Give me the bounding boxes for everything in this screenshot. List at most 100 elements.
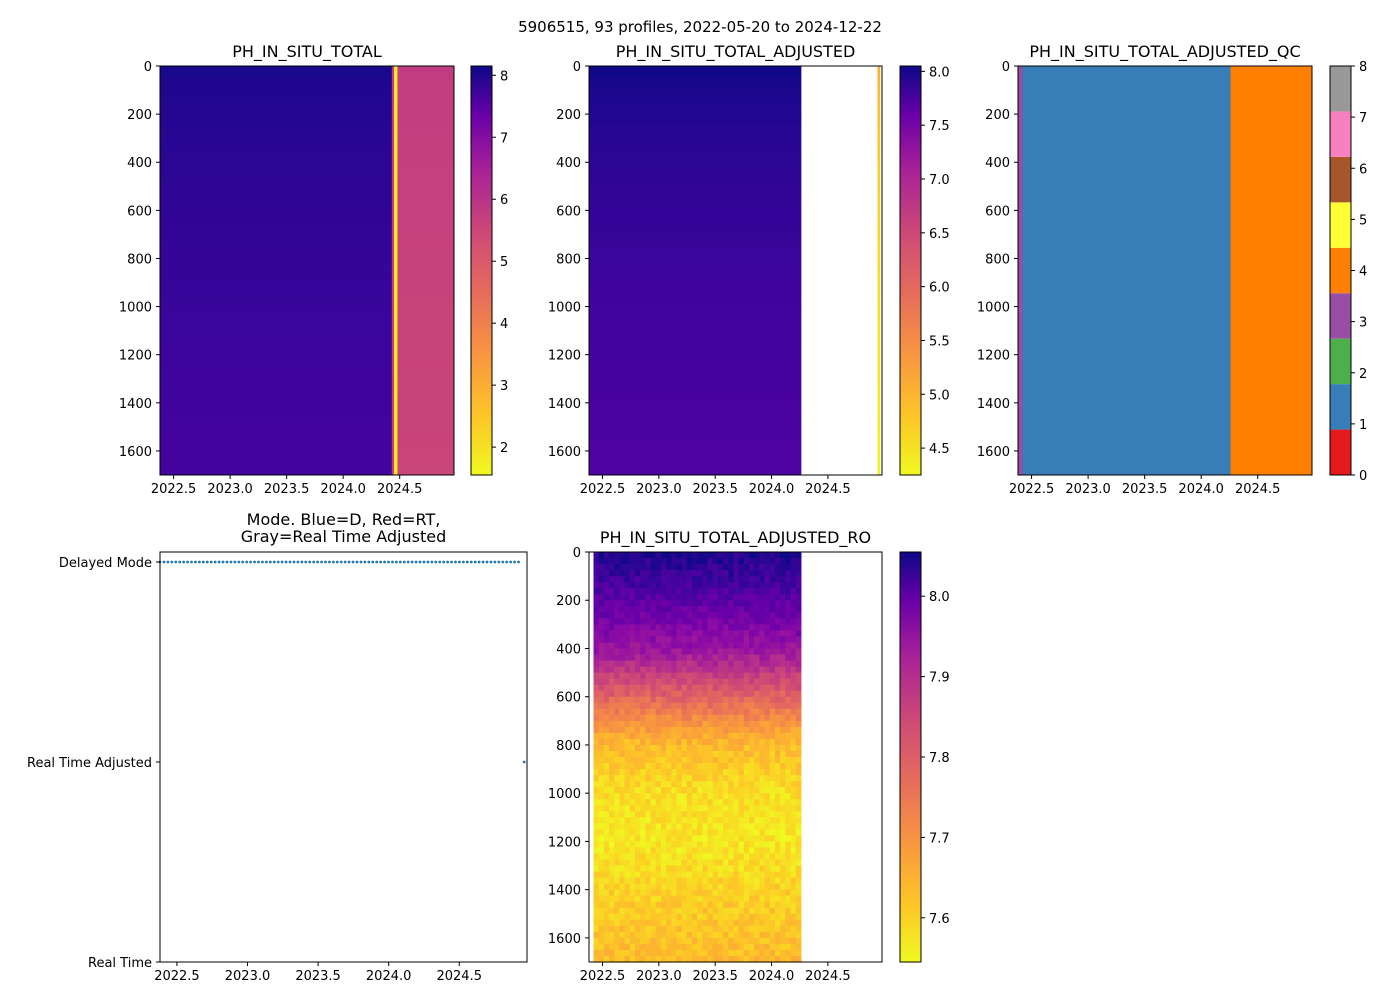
heatmap-cell: [697, 781, 703, 788]
heatmap-cell: [790, 684, 797, 692]
heatmap-cell: [764, 859, 771, 867]
heatmap-cell: [707, 726, 714, 734]
heatmap-cell: [160, 126, 393, 139]
heatmap-cell: [681, 907, 688, 915]
heatmap-cell: [619, 726, 626, 734]
heatmap-cell: [676, 775, 683, 782]
heatmap-cell: [790, 895, 797, 903]
heatmap-cell: [681, 865, 688, 873]
heatmap-cell: [749, 793, 755, 800]
heatmap-cell: [634, 630, 641, 638]
heatmap-cell: [603, 738, 610, 746]
heatmap-cell: [790, 835, 797, 843]
heatmap-cell: [619, 811, 626, 818]
heatmap-cell: [712, 805, 719, 812]
heatmap-cell: [785, 775, 792, 782]
heatmap-cell: [749, 552, 755, 559]
heatmap-cell: [790, 889, 797, 897]
heatmap-cell: [692, 666, 698, 674]
heatmap-cell: [780, 955, 786, 963]
heatmap-cell: [681, 660, 688, 668]
heatmap-cell: [754, 624, 760, 631]
heatmap-cell: [785, 576, 792, 583]
heatmap-cell: [733, 811, 740, 818]
heatmap-cell: [666, 901, 672, 909]
heatmap-cell: [1022, 390, 1232, 404]
heatmap-cell: [692, 732, 698, 740]
heatmap-cell: [650, 600, 657, 607]
heatmap-cell: [1230, 90, 1313, 103]
heatmap-cell: [589, 462, 802, 476]
heatmap-cell: [717, 642, 724, 650]
heatmap-cell: [790, 931, 797, 939]
heatmap-cell: [397, 450, 455, 464]
heatmap-cell: [598, 883, 605, 891]
heatmap-cell: [650, 859, 657, 867]
heatmap-cell: [598, 660, 605, 668]
heatmap-cell: [603, 660, 610, 668]
heatmap-cell: [619, 883, 626, 891]
heatmap-cell: [790, 925, 797, 933]
heatmap-cell: [1230, 426, 1313, 440]
heatmap-cell: [707, 955, 714, 963]
heatmap-cell: [686, 847, 693, 855]
heatmap-cell: [877, 162, 881, 175]
heatmap-cell: [717, 919, 724, 927]
heatmap-cell: [717, 859, 724, 867]
heatmap-cell: [738, 847, 745, 855]
heatmap-cell: [774, 732, 781, 740]
heatmap-cell: [660, 588, 667, 595]
heatmap-cell: [676, 769, 683, 776]
heatmap-cell: [1018, 186, 1024, 199]
heatmap-cell: [712, 570, 719, 577]
heatmap-cell: [589, 126, 802, 139]
heatmap-cell: [624, 714, 631, 722]
heatmap-cell: [717, 582, 724, 589]
heatmap-cell: [686, 570, 693, 577]
heatmap-cell: [707, 696, 714, 704]
heatmap-cell: [614, 636, 621, 644]
heatmap-cell: [774, 576, 781, 583]
heatmap-cell: [723, 829, 729, 836]
heatmap-cell: [774, 835, 781, 843]
heatmap-cell: [1230, 234, 1313, 247]
heatmap-cell: [759, 823, 766, 830]
heatmap-cell: [160, 366, 393, 380]
colorbar-tick-label: 4.5: [929, 442, 950, 457]
heatmap-cell: [624, 570, 631, 577]
heatmap-cell: [666, 811, 672, 818]
heatmap-cell: [697, 865, 703, 873]
heatmap-cell: [712, 943, 719, 951]
heatmap-cell: [624, 558, 631, 565]
heatmap-cell: [593, 907, 600, 915]
heatmap-cell: [790, 787, 797, 794]
heatmap-cell: [759, 648, 766, 656]
heatmap-cell: [629, 883, 636, 891]
heatmap-cell: [671, 913, 678, 921]
heatmap-cell: [764, 612, 771, 619]
heatmap-cell: [671, 726, 678, 734]
heatmap-cell: [733, 552, 740, 559]
heatmap-cell: [749, 648, 755, 656]
heatmap-cell: [790, 799, 797, 806]
heatmap-cell: [1022, 150, 1232, 163]
heatmap-cell: [624, 829, 631, 836]
heatmap-cell: [660, 901, 667, 909]
heatmap-cell: [728, 684, 735, 692]
heatmap-cell: [645, 907, 652, 915]
heatmap-cell: [754, 919, 760, 927]
heatmap-cell: [671, 654, 678, 662]
heatmap-cell: [640, 883, 646, 891]
heatmap-cell: [598, 955, 605, 963]
heatmap-cell: [717, 877, 724, 885]
heatmap-cell: [780, 738, 786, 746]
heatmap-cell: [1018, 150, 1024, 163]
heatmap-cell: [645, 576, 652, 583]
heatmap-cell: [774, 744, 781, 752]
heatmap-cell: [790, 871, 797, 879]
heatmap-cell: [598, 720, 605, 728]
heatmap-cell: [764, 937, 771, 945]
heatmap-cell: [624, 943, 631, 951]
heatmap-cell: [645, 919, 652, 927]
heatmap-cell: [749, 895, 755, 903]
